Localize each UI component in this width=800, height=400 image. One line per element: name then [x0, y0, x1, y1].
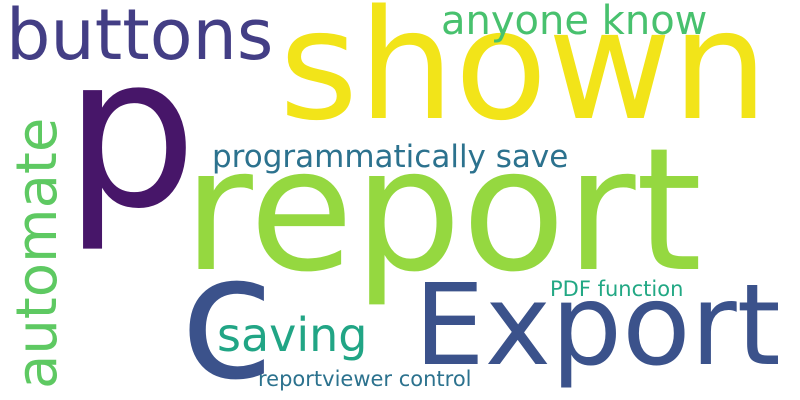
- word-export: Export: [414, 261, 781, 391]
- word-c: c: [180, 217, 275, 400]
- word-programmatically-save: programmatically save: [212, 139, 569, 175]
- word-saving: saving: [217, 308, 368, 362]
- word-buttons: buttons: [6, 0, 274, 76]
- word-report: report: [183, 112, 703, 310]
- word-pdf-function: PDF function: [550, 277, 684, 301]
- word-shown: shown: [279, 0, 769, 154]
- word-anyone-know: anyone know: [441, 0, 708, 44]
- word-automate: automate: [5, 117, 70, 389]
- word-p: p: [64, 10, 198, 255]
- word-reportviewer-control: reportviewer control: [258, 367, 472, 391]
